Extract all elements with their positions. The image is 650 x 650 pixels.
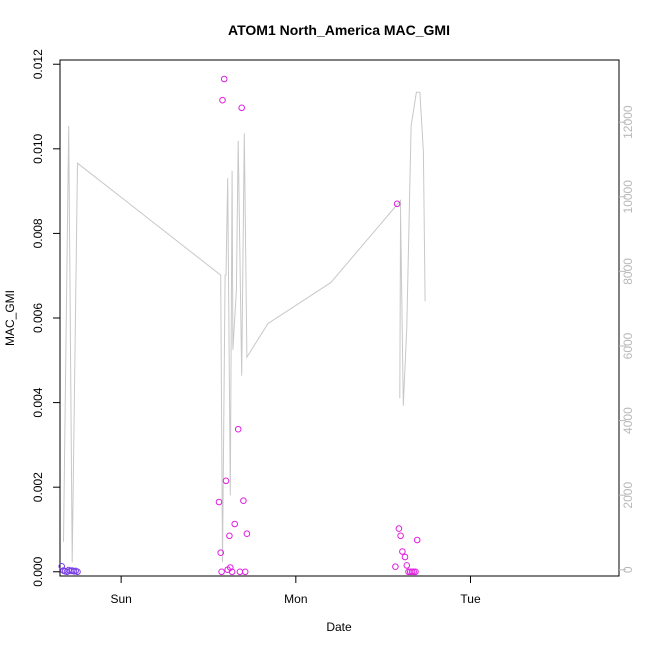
data-point [240,497,247,505]
y2-tick-label: 8000 [621,258,635,285]
y-axis-left: 0.000 0.002 0.004 0.006 0.008 0.010 0.012 [31,49,60,587]
plot-area [59,59,620,577]
y-tick-label: 0.010 [31,133,45,163]
data-point [238,104,245,112]
data-point [410,568,418,576]
data-point [413,536,421,544]
y2-tick-label: 6000 [621,332,635,359]
data-point [401,553,409,561]
y-tick-label: 0.004 [31,387,45,417]
data-point [227,564,234,571]
series-line [63,91,426,563]
data-point [220,75,228,83]
data-point [74,568,81,576]
y2-tick-label: 0 [621,566,635,573]
data-point [228,568,236,576]
y-tick-label: 0.002 [31,472,45,502]
y-axis-label: MAC_GMI [3,290,17,346]
data-point [226,532,233,540]
data-point [399,548,406,555]
chart-title: ATOM1 North_America MAC_GMI [228,22,450,38]
x-axis: Sun Mon Tue [110,576,481,606]
y2-tick-label: 2000 [621,482,635,509]
data-point [392,563,399,571]
data-point [219,96,226,104]
data-point [236,568,244,576]
data-point [412,568,419,576]
x-tick-label: Sun [110,592,131,606]
y2-tick-label: 4000 [621,407,635,434]
data-point [217,549,224,557]
y-axis-right: 0 2000 4000 6000 8000 10000 12000 [619,105,635,573]
line-layer [63,91,426,563]
data-point [222,477,230,485]
data-point [218,568,225,576]
y-tick-label: 0.006 [31,303,45,333]
data-point [393,200,401,208]
x-tick-label: Mon [284,592,307,606]
y-tick-label: 0.012 [31,49,45,79]
data-point [215,498,223,506]
data-point [397,532,404,540]
data-point [403,562,411,569]
data-point [58,563,66,570]
data-point [395,525,403,532]
y-tick-label: 0.008 [31,218,45,248]
data-point [234,425,242,433]
data-point [243,530,251,538]
y2-tick-label: 10000 [621,180,635,214]
x-tick-label: Tue [460,592,481,606]
data-point [231,520,238,528]
x-axis-label: Date [326,620,352,634]
points-layer [58,75,421,576]
y-tick-label: 0.000 [31,556,45,586]
data-point [241,568,249,576]
y2-tick-label: 12000 [621,105,635,139]
